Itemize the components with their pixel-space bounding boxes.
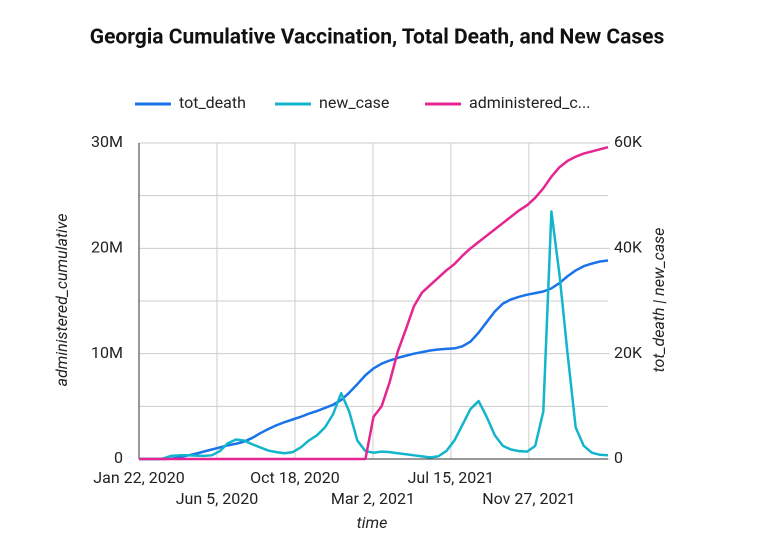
series-line <box>139 259 609 461</box>
legend-label: new_case <box>319 93 389 112</box>
legend-label: tot_death <box>179 93 246 112</box>
x-tick-label: Oct 18, 2020 <box>250 468 340 487</box>
legend-label: administered_c... <box>469 93 590 112</box>
x-tick-label: Jan 22, 2020 <box>93 468 184 487</box>
y-tick-label: 30M <box>91 132 123 151</box>
x-tick-label: Jun 5, 2020 <box>176 489 259 508</box>
x-axis-title: time <box>357 513 388 532</box>
y-axis-title: administered_cumulative <box>52 214 71 387</box>
series-line <box>139 210 609 461</box>
x-tick-label: Mar 2, 2021 <box>331 489 415 508</box>
x-tick-label: Jul 15, 2021 <box>408 468 495 487</box>
series-line <box>139 146 609 461</box>
y2-axis-title: tot_death | new_case <box>649 228 668 373</box>
y-tick-label: 10M <box>91 343 123 362</box>
y2-tick-label: 20K <box>614 343 643 362</box>
y-tick-label: 20M <box>91 238 123 257</box>
y2-tick-label: 0 <box>614 448 623 467</box>
y-tick-label: 0 <box>114 448 123 467</box>
y2-tick-label: 60K <box>614 132 643 151</box>
x-tick-label: Nov 27, 2021 <box>482 489 575 508</box>
y2-tick-label: 40K <box>614 238 643 257</box>
chart-title: Georgia Cumulative Vaccination, Total De… <box>90 26 665 50</box>
